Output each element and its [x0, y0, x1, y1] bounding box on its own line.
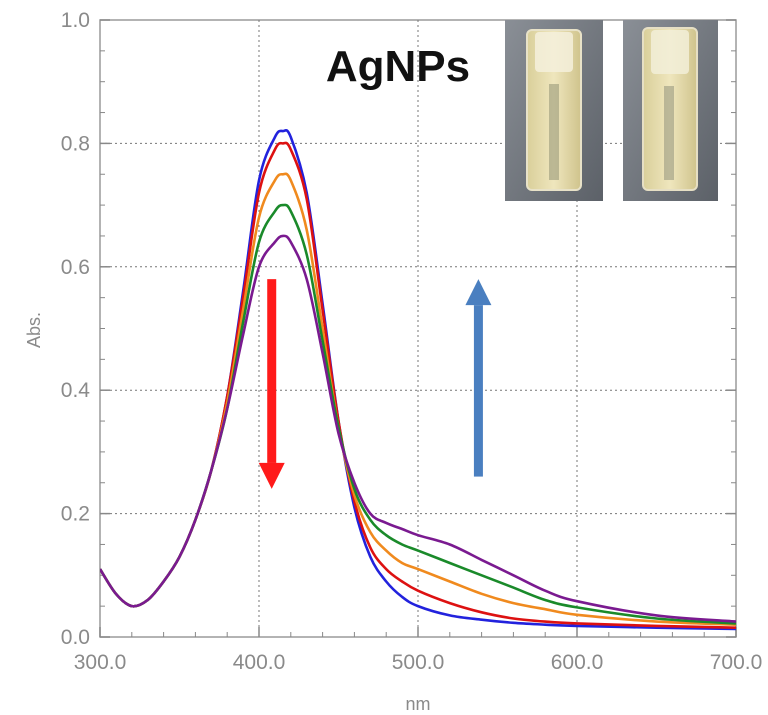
- increase-arrow: [465, 279, 492, 477]
- annotation-arrows: [258, 279, 492, 489]
- tick-marks: [99, 19, 737, 638]
- x-axis-label: nm: [405, 694, 430, 714]
- y-tick-label: 0.2: [61, 503, 90, 526]
- x-tick-label: 700.0: [710, 651, 763, 674]
- x-tick-label: 600.0: [551, 651, 604, 674]
- cuvette-photo-before: [505, 20, 603, 201]
- chart-title: AgNPs: [326, 42, 470, 91]
- tick-labels: 300.0 400.0 500.0 600.0 700.0 0.0 0.2 0.4 0.6 0.8…: [61, 9, 762, 674]
- series-line: [100, 234, 736, 623]
- y-tick-label: 1.0: [61, 9, 90, 32]
- decrease-arrow-head: [258, 462, 285, 489]
- series-lines: [100, 128, 736, 631]
- y-tick-label: 0.6: [61, 256, 90, 279]
- y-tick-label: 0.0: [61, 626, 90, 649]
- decrease-arrow-shaft: [267, 279, 277, 463]
- increase-arrow-head: [465, 279, 492, 306]
- y-tick-label: 0.8: [61, 132, 90, 155]
- x-tick-label: 500.0: [392, 651, 445, 674]
- y-tick-label: 0.4: [61, 379, 91, 402]
- y-axis-label: Abs.: [24, 312, 44, 348]
- cuvette-photo-after: [623, 20, 718, 201]
- decrease-arrow: [258, 279, 285, 489]
- increase-arrow-shaft: [473, 305, 483, 477]
- x-tick-label: 400.0: [233, 651, 286, 674]
- x-tick-label: 300.0: [74, 651, 127, 674]
